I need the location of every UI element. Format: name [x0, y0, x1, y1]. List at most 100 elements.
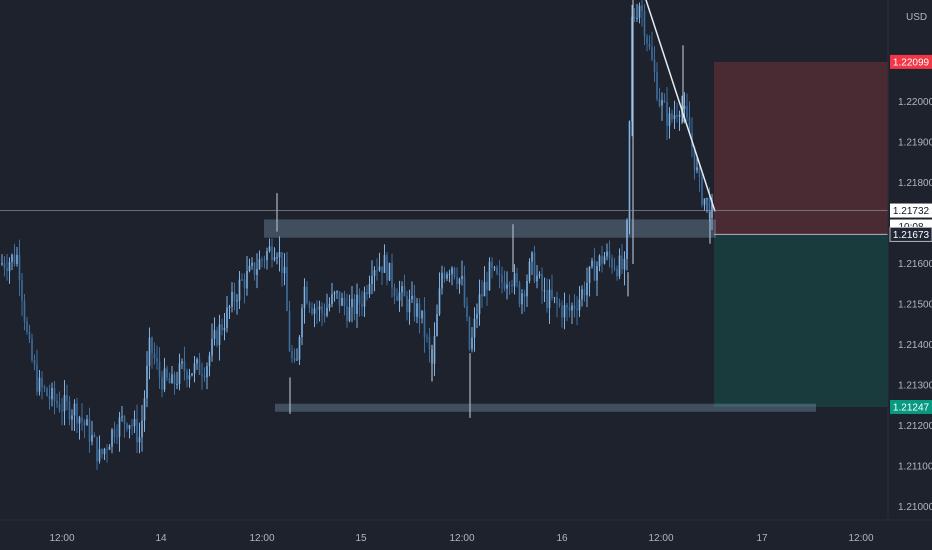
time-tick-label: 12:00 [49, 533, 74, 544]
candle-body [206, 366, 208, 378]
price-tick-label: 1.22000 [898, 97, 932, 108]
candle-body [31, 339, 33, 361]
candle-body [121, 416, 123, 418]
candle-body [423, 310, 426, 337]
currency-label[interactable]: USD [906, 12, 927, 23]
candle-body [651, 46, 653, 60]
candle-body [353, 298, 356, 314]
candle-body [598, 255, 601, 267]
candle-body [653, 59, 656, 73]
candle-body [576, 308, 578, 311]
candle-body [108, 446, 111, 450]
candle-body [18, 254, 21, 281]
candle-body [153, 352, 156, 359]
candle-body [63, 395, 66, 412]
candle-body [571, 305, 573, 311]
candle-body [543, 290, 546, 292]
candle-body [566, 305, 568, 308]
candle-body [188, 375, 191, 380]
candle-body [413, 295, 416, 317]
candle-body [433, 335, 436, 364]
entry-label: 1.21673 [893, 230, 930, 241]
price-tick-label: 1.21200 [898, 421, 932, 432]
candle-body [613, 267, 616, 269]
candle-body [411, 295, 413, 300]
candle-body [381, 266, 383, 273]
candle-body [136, 419, 138, 443]
candle-body [638, 5, 641, 19]
candle-body [71, 415, 73, 420]
candle-body [401, 286, 403, 293]
candle-body [271, 246, 273, 260]
candle-body [368, 284, 371, 295]
candle-body [131, 425, 133, 427]
candle-body [396, 296, 398, 301]
candle-body [418, 303, 421, 319]
candle-body [573, 305, 576, 309]
candle-series [1, 0, 713, 470]
candle-body [626, 220, 628, 260]
time-tick-label: 14 [155, 533, 167, 544]
candle-body [436, 314, 438, 336]
candle-body [616, 268, 618, 277]
candle-body [361, 303, 363, 307]
candle-body [141, 420, 143, 438]
candle-body [73, 403, 76, 416]
candle-body [398, 292, 401, 301]
current-price-label: 1.21732 [893, 206, 930, 217]
candle-body [441, 272, 443, 289]
candle-body [553, 297, 556, 299]
candle-body [113, 429, 116, 437]
candle-body [661, 100, 663, 106]
time-axis[interactable]: 12:00 14 12:00 15 12:00 16 12:00 17 12:00 [49, 533, 873, 544]
time-tick-label: 12:00 [449, 533, 474, 544]
candle-body [261, 259, 263, 261]
candle-body [588, 266, 591, 283]
candle-body [628, 121, 631, 221]
candle-body [546, 290, 548, 309]
candle-body [148, 337, 151, 366]
candle-body [201, 374, 203, 376]
candle-body [111, 429, 113, 447]
candle-body [163, 368, 166, 390]
candle-body [568, 307, 571, 311]
candle-body [591, 260, 593, 267]
entry-tag [889, 226, 932, 242]
candle-body [561, 305, 563, 318]
candle-body [278, 252, 281, 258]
candle-body [711, 199, 713, 219]
candle-body [698, 167, 701, 178]
candle-body [193, 363, 196, 374]
candle-body [123, 416, 126, 424]
resistance-zone [264, 219, 716, 238]
candle-body [558, 303, 561, 306]
candle-body [276, 257, 278, 259]
stop-loss-zone [714, 61, 888, 235]
candle-body [76, 403, 78, 424]
candle-body [403, 286, 406, 297]
candle-body [531, 252, 533, 262]
candle-body [158, 361, 161, 378]
candle-body [241, 279, 243, 281]
candle-body [293, 358, 296, 361]
candle-body [8, 261, 11, 272]
candle-body [406, 296, 408, 313]
candle-body [473, 318, 476, 338]
candle-body [371, 276, 373, 285]
trendline [645, 0, 716, 212]
candle-body [318, 306, 321, 310]
candle-body [146, 365, 148, 399]
time-tick-label: 17 [756, 533, 768, 544]
candle-body [28, 331, 31, 340]
candle-body [466, 305, 468, 318]
candle-body [311, 307, 313, 314]
candle-body [443, 272, 446, 279]
candle-body [678, 114, 681, 117]
candle-body [138, 437, 141, 443]
candle-body [536, 275, 538, 282]
candle-body [308, 303, 311, 308]
candle-body [321, 306, 323, 314]
candle-body [283, 266, 286, 274]
candle-body [166, 368, 168, 378]
